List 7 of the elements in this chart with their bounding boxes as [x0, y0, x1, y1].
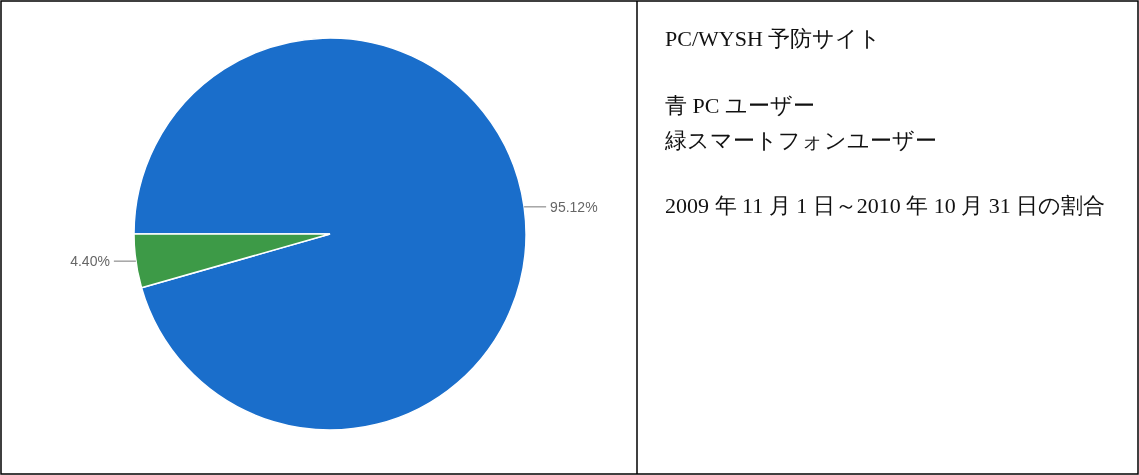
text: PC/WYSH 予防サイト — [665, 25, 882, 51]
data-label: 95.12% — [550, 198, 598, 215]
text: 青 PC ユーザー — [665, 92, 815, 118]
text: 緑スマートフォンユーザー — [664, 127, 937, 153]
data-label: 4.40% — [70, 253, 110, 270]
pie-slice — [133, 37, 527, 431]
text: 2009 年 11 月 1 日～2010 年 10 月 31 日の割合 — [665, 192, 1106, 218]
